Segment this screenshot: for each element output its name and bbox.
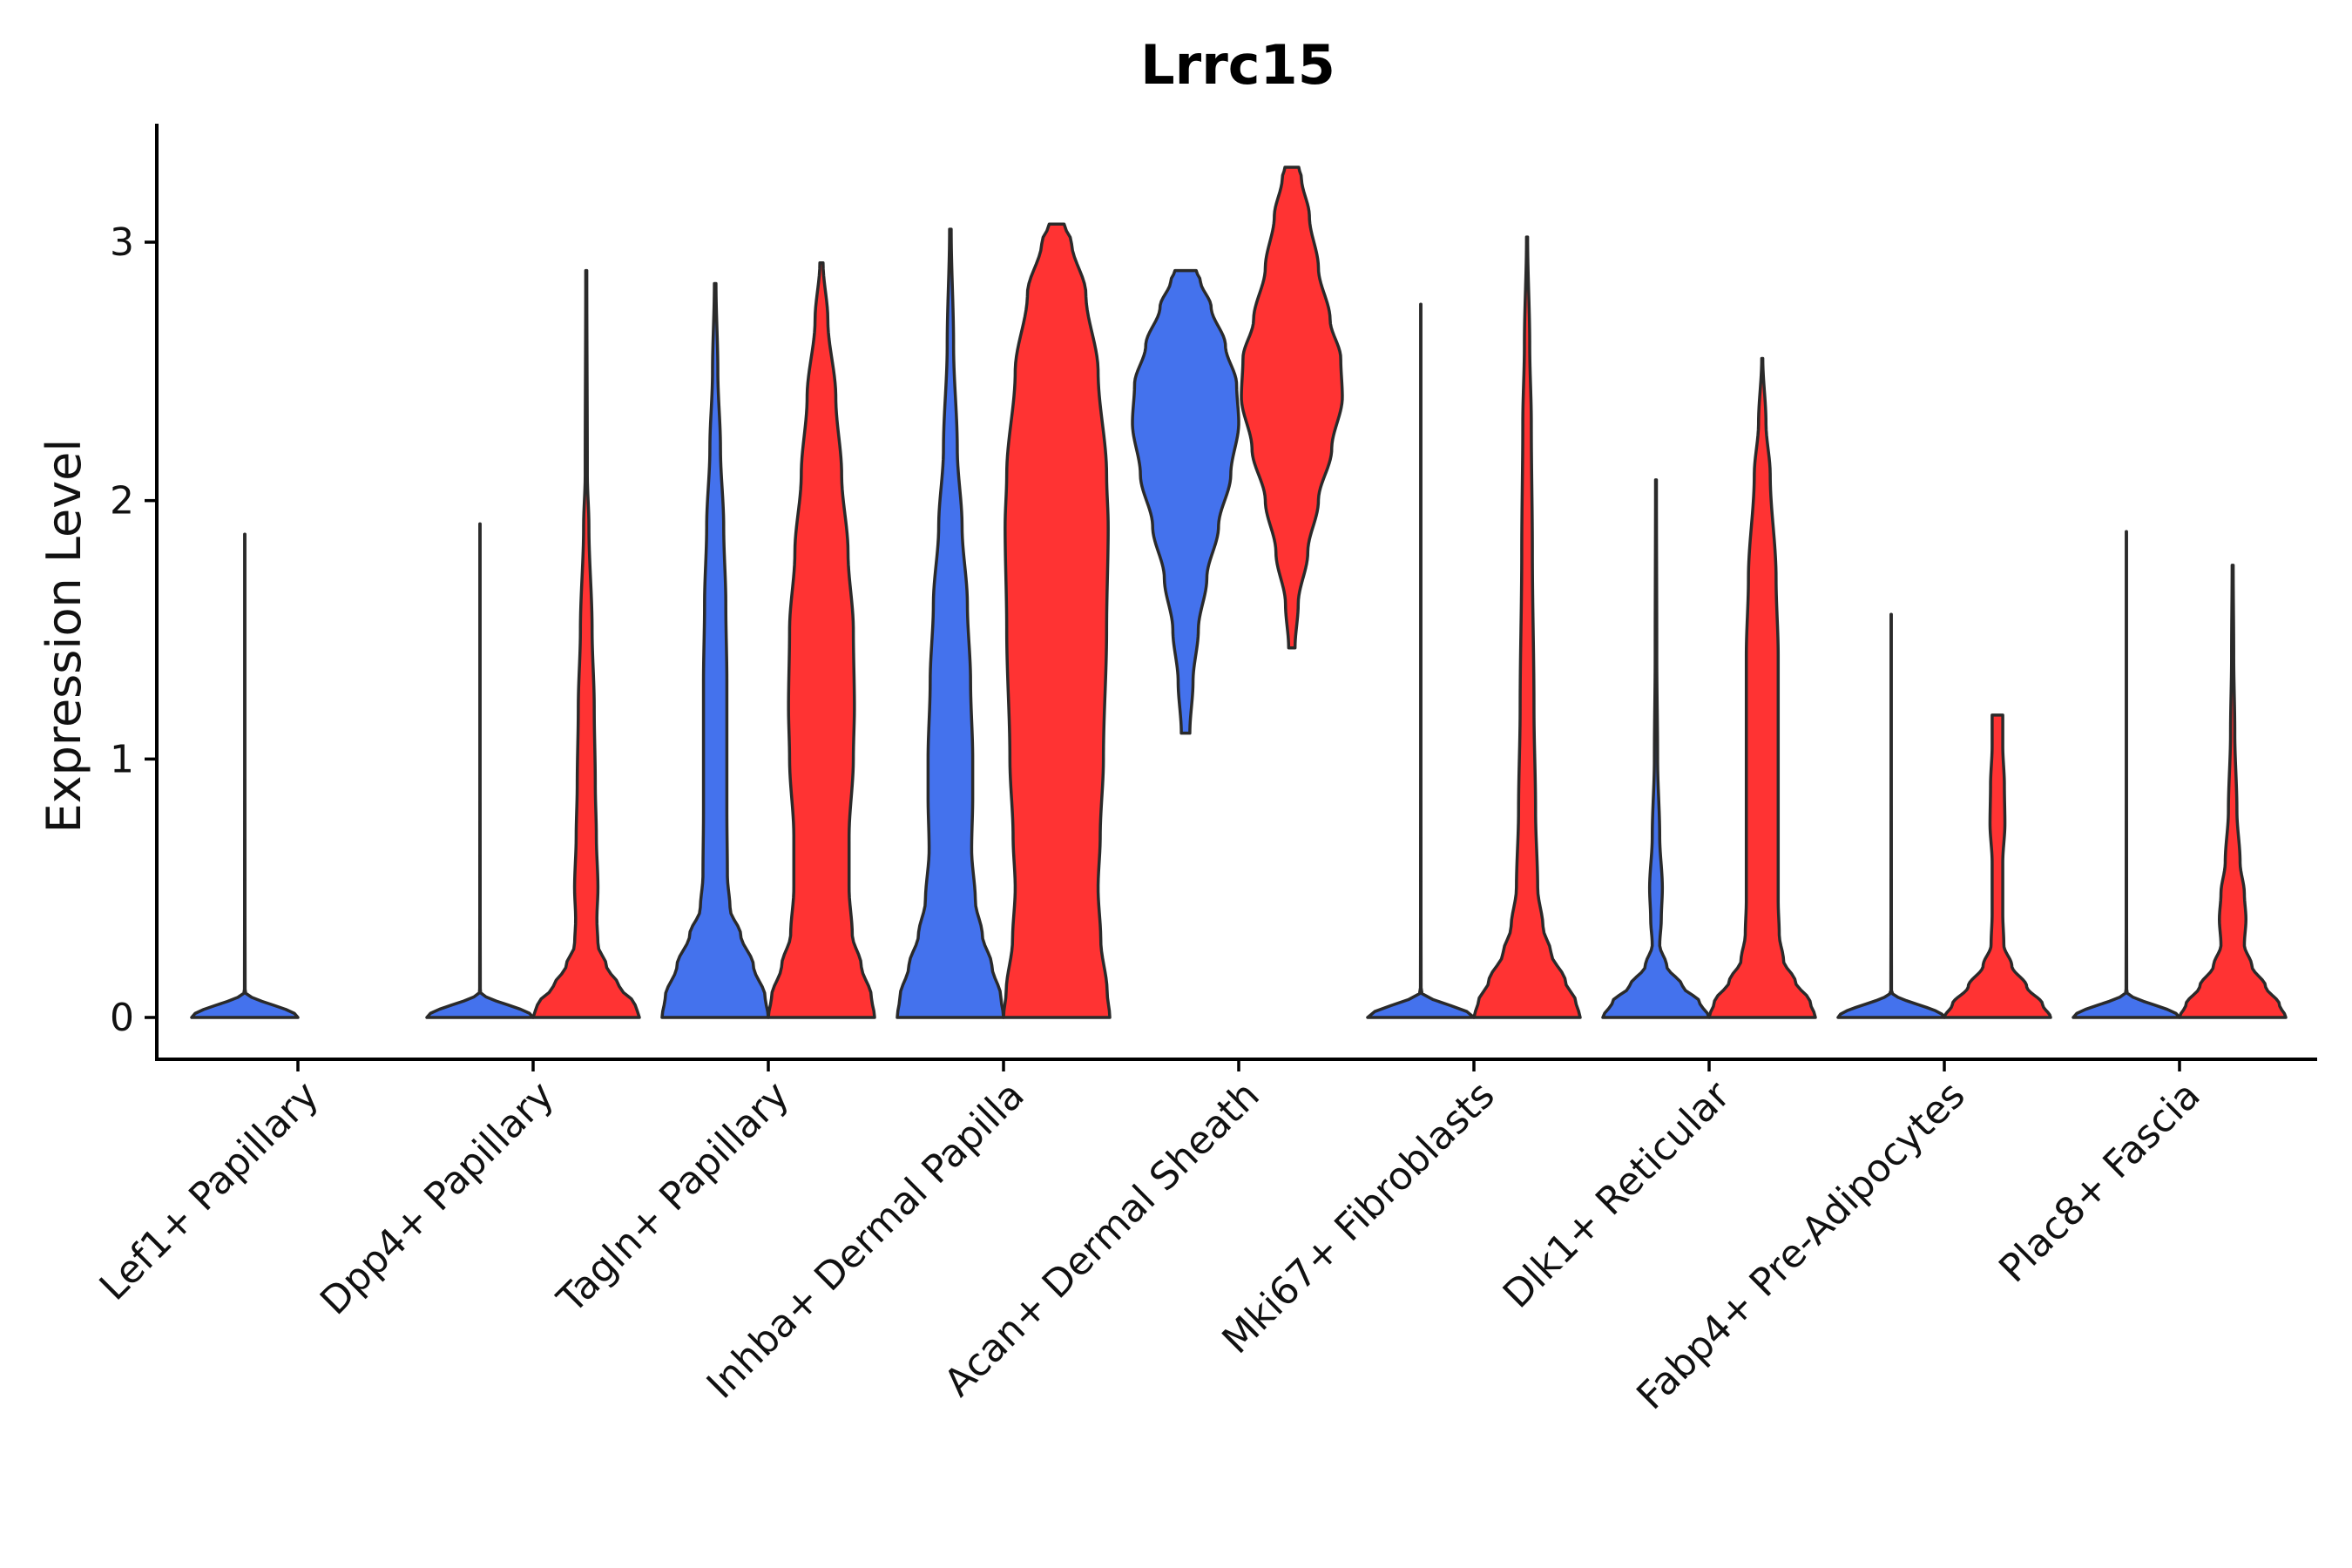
x-tick-label: Plac8+ Fascia (1990, 1073, 2209, 1292)
violin-group2 (1472, 235, 1582, 1019)
violin-group2 (767, 260, 876, 1019)
y-axis-label: Expression Level (37, 439, 91, 834)
violin-group2 (2178, 564, 2288, 1019)
violin-group1 (660, 281, 770, 1019)
violin-group2 (1240, 166, 1344, 650)
violin-group (190, 166, 2288, 1019)
violin-group2 (1943, 713, 2052, 1019)
violin-group1 (1131, 268, 1240, 735)
violin-group2 (1002, 222, 1112, 1019)
chart-title: Lrrc15 (1140, 33, 1335, 97)
y-tick-label: 1 (110, 737, 134, 781)
violin-group1 (1601, 478, 1711, 1019)
x-tick-label: Lef1+ Papillary (91, 1073, 328, 1309)
violin-group1 (190, 532, 300, 1019)
x-tick-label: Tagln+ Papillary (549, 1073, 798, 1322)
y-tick-label: 0 (110, 996, 134, 1040)
y-tick-label: 2 (110, 479, 134, 524)
y-tick-label: 3 (110, 220, 134, 265)
y-axis: 0 1 2 3 (110, 124, 159, 1059)
violin-group1 (2072, 530, 2181, 1019)
x-tick-label: Dlk1+ Reticular (1495, 1072, 1740, 1317)
x-tick-label: Dpp4+ Papillary (312, 1073, 563, 1324)
violin-group1 (1836, 612, 1946, 1019)
violin-group1 (1366, 302, 1476, 1019)
violin-group1 (896, 227, 1005, 1019)
violin-group2 (531, 268, 641, 1019)
x-tick-label: Mki67+ Fibroblasts (1213, 1073, 1503, 1362)
violin-group1 (425, 522, 535, 1019)
violin-group2 (1707, 356, 1817, 1019)
